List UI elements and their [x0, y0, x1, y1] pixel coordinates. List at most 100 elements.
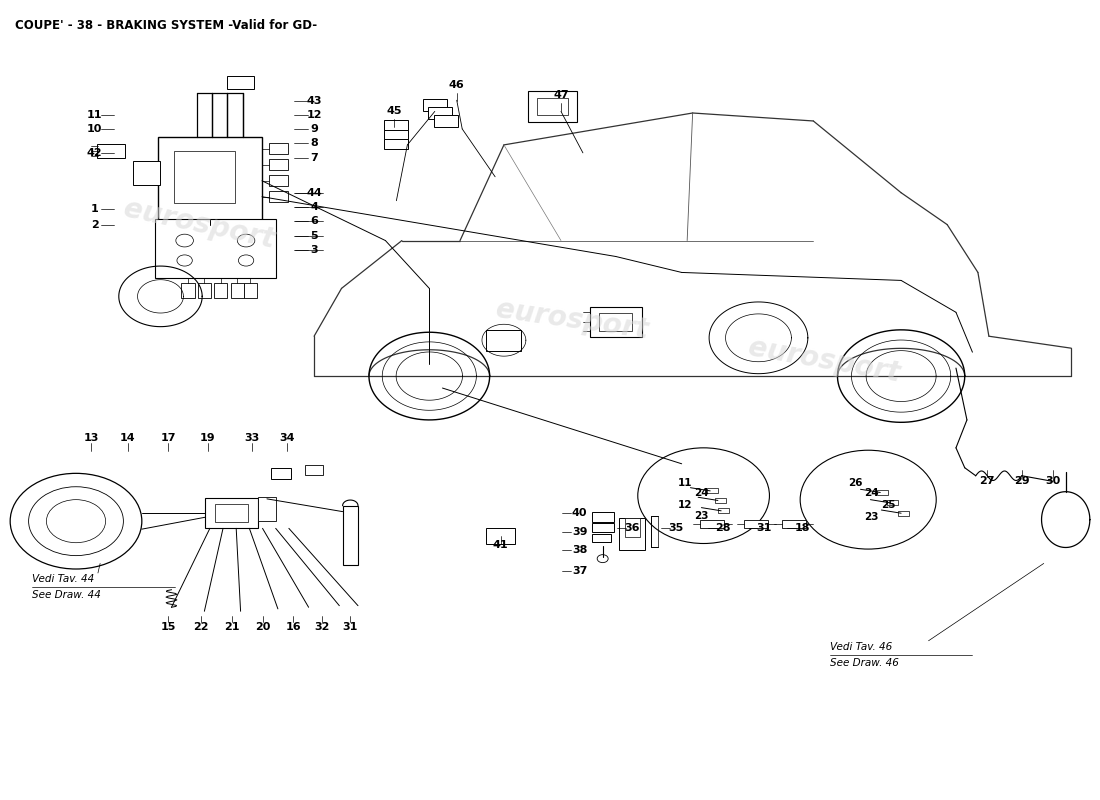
- Bar: [268, 143, 288, 154]
- Text: 18: 18: [794, 522, 810, 533]
- Bar: [268, 175, 288, 186]
- Bar: [268, 191, 288, 202]
- Text: 44: 44: [306, 188, 322, 198]
- Text: 29: 29: [1014, 476, 1030, 486]
- Text: 6: 6: [310, 217, 318, 226]
- Text: 2: 2: [91, 220, 99, 230]
- Circle shape: [177, 255, 192, 266]
- Text: 19: 19: [200, 434, 216, 443]
- Bar: [433, 114, 458, 127]
- Text: 12: 12: [306, 110, 322, 119]
- Bar: [701, 519, 725, 527]
- Circle shape: [176, 234, 194, 247]
- Circle shape: [238, 234, 255, 247]
- Text: 4: 4: [310, 202, 318, 212]
- Text: 1: 1: [91, 204, 99, 214]
- Circle shape: [46, 500, 106, 542]
- Bar: [272, 468, 292, 479]
- Bar: [745, 519, 768, 527]
- Bar: [486, 527, 515, 543]
- Text: 23: 23: [694, 510, 708, 521]
- Bar: [898, 511, 909, 515]
- Text: 5: 5: [310, 230, 318, 241]
- Bar: [887, 501, 898, 506]
- Text: 35: 35: [669, 522, 684, 533]
- Text: 31: 31: [757, 522, 771, 533]
- Text: 25: 25: [881, 500, 895, 510]
- Circle shape: [239, 255, 254, 266]
- Text: 34: 34: [279, 434, 295, 443]
- Text: 3: 3: [310, 245, 318, 255]
- Text: 24: 24: [865, 488, 879, 498]
- Text: 46: 46: [449, 80, 464, 90]
- Text: 40: 40: [572, 508, 587, 518]
- Bar: [486, 330, 521, 350]
- Text: eurosport: eurosport: [494, 296, 650, 345]
- Text: 28: 28: [716, 522, 732, 533]
- Bar: [592, 534, 612, 542]
- Bar: [384, 120, 408, 130]
- Bar: [384, 130, 408, 139]
- Circle shape: [597, 554, 608, 562]
- Bar: [182, 283, 195, 298]
- Bar: [174, 151, 234, 202]
- Text: 17: 17: [161, 434, 176, 443]
- Text: 27: 27: [979, 476, 994, 486]
- Text: 36: 36: [625, 522, 640, 533]
- Text: Vedi Tav. 46: Vedi Tav. 46: [829, 642, 892, 652]
- Text: 26: 26: [848, 478, 862, 488]
- Bar: [306, 466, 323, 475]
- Text: 33: 33: [244, 434, 260, 443]
- Bar: [590, 306, 642, 337]
- Text: 16: 16: [285, 622, 301, 632]
- Text: 20: 20: [255, 622, 271, 632]
- Bar: [157, 137, 262, 225]
- Circle shape: [638, 448, 769, 543]
- Circle shape: [10, 474, 142, 569]
- Text: eurosport: eurosport: [121, 195, 277, 254]
- Bar: [342, 506, 358, 566]
- Bar: [428, 106, 452, 119]
- Text: 24: 24: [694, 488, 708, 498]
- Bar: [537, 98, 568, 115]
- Bar: [600, 313, 632, 330]
- Text: Vedi Tav. 44: Vedi Tav. 44: [32, 574, 95, 584]
- Bar: [244, 283, 257, 298]
- Text: eurosport: eurosport: [746, 333, 902, 387]
- Text: 42: 42: [87, 148, 102, 158]
- Bar: [132, 161, 160, 185]
- Text: 8: 8: [310, 138, 318, 148]
- Text: 15: 15: [161, 622, 176, 632]
- Bar: [206, 498, 258, 528]
- Bar: [198, 283, 211, 298]
- Bar: [227, 76, 254, 89]
- Bar: [707, 489, 718, 494]
- Bar: [98, 144, 124, 158]
- Text: 13: 13: [84, 434, 99, 443]
- Text: COUPE' - 38 - BRAKING SYSTEM -Valid for GD-: COUPE' - 38 - BRAKING SYSTEM -Valid for …: [14, 19, 317, 32]
- Text: 39: 39: [572, 526, 587, 537]
- Bar: [384, 139, 408, 149]
- Bar: [268, 159, 288, 170]
- Circle shape: [800, 450, 936, 549]
- Bar: [155, 218, 276, 278]
- Bar: [718, 509, 729, 514]
- Bar: [528, 91, 576, 122]
- Text: 38: 38: [572, 545, 587, 555]
- Text: 31: 31: [342, 622, 358, 632]
- Bar: [422, 98, 447, 111]
- Text: 11: 11: [678, 478, 692, 488]
- Text: 23: 23: [865, 512, 879, 522]
- Bar: [216, 505, 249, 522]
- Text: 47: 47: [553, 90, 569, 101]
- Bar: [592, 522, 614, 532]
- Text: 10: 10: [87, 124, 102, 134]
- Text: 32: 32: [315, 622, 330, 632]
- Bar: [592, 513, 614, 522]
- Circle shape: [29, 486, 123, 556]
- Text: 9: 9: [310, 124, 318, 134]
- Text: 45: 45: [386, 106, 402, 117]
- Text: 37: 37: [572, 566, 587, 577]
- Bar: [715, 498, 726, 503]
- Bar: [625, 518, 640, 537]
